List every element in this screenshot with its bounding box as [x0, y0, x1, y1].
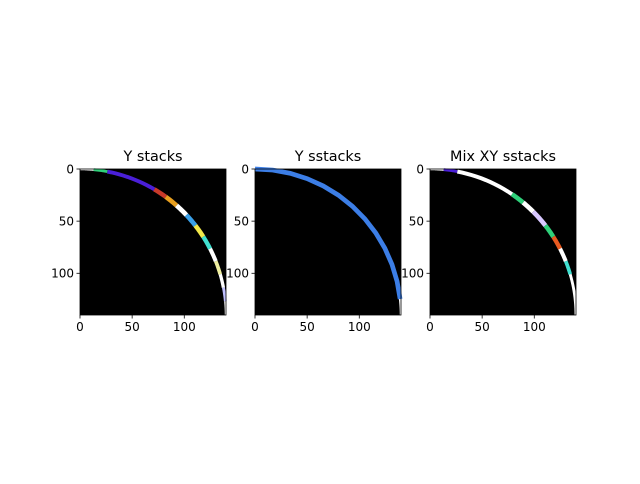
image-area — [255, 169, 401, 315]
axes-frame — [79, 168, 227, 316]
arc-segment-2 — [93, 168, 108, 174]
arc-segment-2 — [443, 168, 458, 174]
arc-segment-12 — [218, 273, 226, 288]
arc-segment-11 — [214, 260, 222, 275]
y-tick-label: 50 — [234, 214, 249, 228]
y-tick-label: 100 — [51, 267, 74, 281]
x-tick-label: 50 — [125, 320, 140, 334]
arc-segment-3 — [456, 169, 514, 196]
image-area — [80, 169, 226, 315]
panel-2: 0 50 100 0 50 100 Y sstacks — [226, 149, 403, 334]
chart-title: Y stacks — [122, 149, 182, 165]
axes-frame — [429, 168, 577, 316]
arc-segment-5 — [521, 200, 535, 214]
x-tick-label: 50 — [475, 320, 490, 334]
arc-segment-10 — [208, 247, 218, 263]
axes-frame — [254, 168, 402, 316]
arc-segment-5 — [164, 195, 179, 208]
y-tick-label: 100 — [226, 267, 249, 281]
x-tick-label: 0 — [76, 320, 84, 334]
chart-title: Y sstacks — [294, 149, 362, 165]
arc-segment-3 — [106, 169, 156, 192]
x-tick-label: 0 — [251, 320, 259, 334]
arc-segment-4 — [153, 187, 168, 199]
x-tick-label: 100 — [348, 320, 371, 334]
y-tick-label: 100 — [401, 267, 424, 281]
arc-segment-7 — [543, 224, 556, 238]
arc-segment-9 — [558, 247, 568, 263]
arc-segment-10 — [564, 260, 572, 275]
arc-segment-9 — [201, 235, 213, 250]
image-area — [430, 169, 576, 315]
panel-1: 0 50 100 0 50 100 Y stacks — [51, 149, 228, 334]
arc-segment-1 — [254, 166, 403, 300]
arc-segment-8 — [551, 235, 563, 250]
y-tick-label: 0 — [241, 162, 249, 176]
arc-segment-8 — [193, 224, 206, 238]
y-tick-label: 50 — [409, 214, 424, 228]
panel-3: 0 50 100 0 50 100 Mix XY sstacks — [401, 149, 578, 334]
chart-title: Mix XY sstacks — [450, 149, 556, 165]
x-tick-label: 100 — [173, 320, 196, 334]
arc-segment-13 — [221, 287, 227, 302]
y-tick-label: 50 — [59, 214, 74, 228]
y-tick-label: 0 — [66, 162, 74, 176]
arc-segment-4 — [510, 192, 525, 205]
arc-segment-7 — [184, 213, 198, 227]
arc-segment-6 — [531, 210, 548, 227]
y-tick-label: 0 — [416, 162, 424, 176]
arc-segment-6 — [174, 203, 189, 217]
x-tick-label: 100 — [523, 320, 546, 334]
x-tick-label: 0 — [426, 320, 434, 334]
x-tick-label: 50 — [300, 320, 315, 334]
